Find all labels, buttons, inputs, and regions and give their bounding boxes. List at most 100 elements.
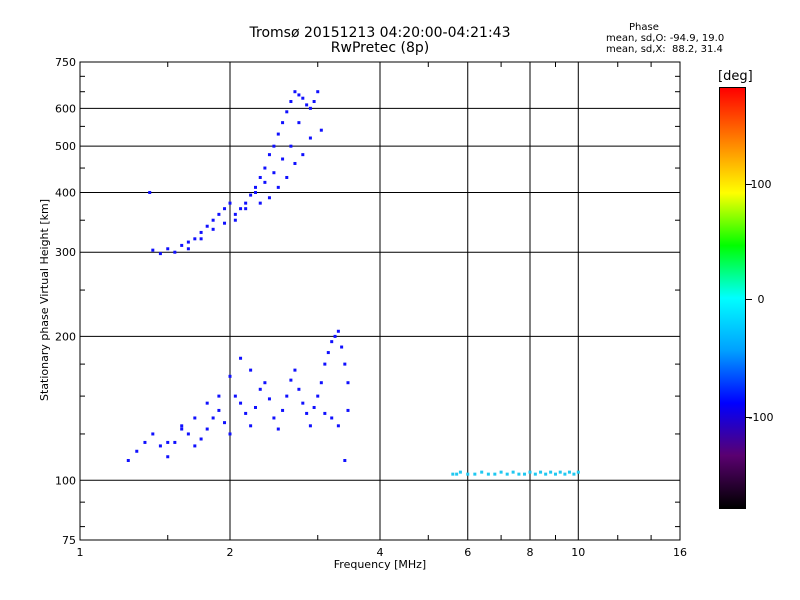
- chart-subtitle: RwPretec (8p): [330, 40, 430, 56]
- data-point: [233, 212, 237, 216]
- data-point: [258, 201, 262, 205]
- data-point: [289, 100, 293, 104]
- y-tick-label: 75: [62, 534, 76, 547]
- data-point: [263, 180, 267, 184]
- data-point: [276, 185, 280, 189]
- data-point: [511, 470, 515, 474]
- data-point: [308, 136, 312, 140]
- data-point: [180, 243, 184, 247]
- data-point: [323, 411, 327, 415]
- data-point: [244, 201, 248, 205]
- data-point: [244, 207, 248, 211]
- data-point: [297, 121, 301, 125]
- x-tick-label: 8: [527, 546, 534, 559]
- data-point: [316, 394, 320, 398]
- y-tick-label: 300: [55, 246, 76, 259]
- y-tick-label: 750: [55, 56, 76, 69]
- data-point: [143, 440, 147, 444]
- data-point: [308, 424, 312, 428]
- data-point: [533, 472, 537, 476]
- data-point: [293, 90, 297, 94]
- data-point: [333, 334, 337, 338]
- data-point: [312, 100, 316, 104]
- data-point: [267, 153, 271, 157]
- data-point: [267, 397, 271, 401]
- data-point: [233, 394, 237, 398]
- data-point: [301, 96, 305, 100]
- data-point: [205, 224, 209, 228]
- data-point: [158, 444, 162, 448]
- data-point: [272, 416, 276, 420]
- data-point: [253, 405, 257, 409]
- data-point: [293, 368, 297, 372]
- data-point: [217, 394, 221, 398]
- data-point: [285, 175, 289, 179]
- data-point: [346, 408, 350, 412]
- data-point: [567, 470, 571, 474]
- data-points: [126, 90, 580, 476]
- data-point: [126, 458, 130, 462]
- data-point: [297, 93, 301, 97]
- data-point: [281, 121, 285, 125]
- y-tick-label: 400: [55, 186, 76, 199]
- data-point: [528, 470, 532, 474]
- data-point: [281, 408, 285, 412]
- data-point: [473, 472, 477, 476]
- data-point: [301, 153, 305, 157]
- data-point: [199, 230, 203, 234]
- data-point: [199, 437, 203, 441]
- data-point: [316, 90, 320, 94]
- data-point: [323, 362, 327, 366]
- data-point: [346, 381, 350, 385]
- data-point: [186, 247, 190, 251]
- colorbar-tick: [746, 299, 752, 300]
- data-point: [205, 427, 209, 431]
- data-point: [276, 132, 280, 136]
- data-point: [173, 440, 177, 444]
- data-point: [223, 421, 227, 425]
- colorbar-label-100: 100: [750, 178, 772, 191]
- x-tick-label: 10: [571, 546, 585, 559]
- data-point: [217, 408, 221, 412]
- data-point: [199, 237, 203, 241]
- x-tick-label: 4: [377, 546, 384, 559]
- data-point: [553, 472, 557, 476]
- data-point: [239, 401, 243, 405]
- chart-title: Tromsø 20151213 04:20:00-04:21:43: [249, 25, 511, 41]
- data-point: [267, 196, 271, 200]
- colorbar-unit: [deg]: [718, 69, 753, 84]
- y-tick-label: 500: [55, 140, 76, 153]
- data-point: [455, 472, 459, 476]
- x-tick-label: 6: [464, 546, 471, 559]
- data-point: [297, 387, 301, 391]
- data-point: [326, 351, 330, 355]
- plot-frame: [79, 61, 681, 541]
- y-tick-label: 100: [55, 474, 76, 487]
- data-point: [166, 440, 170, 444]
- data-point: [186, 432, 190, 436]
- data-point: [343, 458, 347, 462]
- data-point: [305, 103, 309, 107]
- data-point: [180, 427, 184, 431]
- data-point: [211, 227, 215, 231]
- data-point: [223, 207, 227, 211]
- data-point: [458, 470, 462, 474]
- data-point: [239, 356, 243, 360]
- data-point: [193, 416, 197, 420]
- data-point: [319, 381, 323, 385]
- data-point: [217, 212, 221, 216]
- data-point: [308, 106, 312, 110]
- data-point: [330, 416, 334, 420]
- data-point: [263, 166, 267, 170]
- colorbar-tick: [746, 184, 752, 185]
- data-point: [193, 444, 197, 448]
- y-axis-label: Stationary phase Virtual Height [km]: [38, 198, 51, 402]
- data-point: [285, 110, 289, 114]
- data-point: [233, 218, 237, 222]
- data-point: [258, 387, 262, 391]
- data-point: [205, 401, 209, 405]
- data-point: [499, 470, 503, 474]
- data-point: [135, 449, 139, 453]
- data-point: [180, 424, 184, 428]
